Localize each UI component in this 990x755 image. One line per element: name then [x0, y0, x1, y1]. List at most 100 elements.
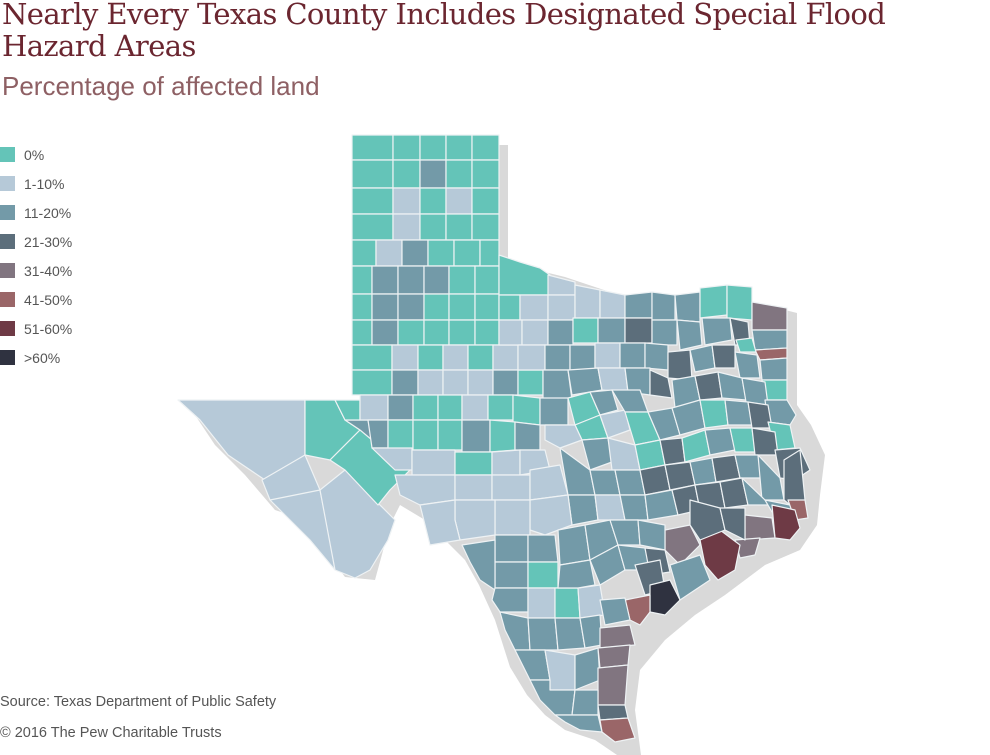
county-shape [387, 419, 414, 451]
county-shape [599, 289, 626, 319]
county-shape [597, 367, 629, 393]
county-shape [594, 342, 621, 369]
county-shape [517, 344, 546, 371]
county-shape [371, 319, 399, 346]
county-shape [479, 239, 500, 267]
county-shape [397, 265, 425, 295]
county-shape [351, 159, 394, 189]
county-shape [512, 394, 541, 426]
county-shape [445, 187, 473, 215]
county-shape [448, 293, 476, 321]
county-shape [351, 265, 373, 295]
county-shape [471, 159, 500, 189]
county-shape [419, 134, 447, 161]
county-shape [741, 377, 769, 406]
county-shape [649, 369, 673, 399]
county-shape [371, 293, 399, 321]
county-shape [489, 419, 516, 453]
legend-label: 41-50% [24, 291, 73, 308]
county-shape [351, 369, 393, 396]
legend-swatch-0-percent [0, 147, 15, 162]
county-shape [494, 534, 529, 563]
county-shape [392, 213, 421, 241]
county-shape [517, 369, 544, 396]
county-shape [699, 284, 728, 319]
county-shape [445, 134, 473, 161]
county-shape [471, 134, 500, 161]
county-shape [467, 369, 494, 396]
legend: 0% 1-10% 11-20% 21-30% 31-40% 41-50% 51-… [0, 140, 120, 372]
county-shape [492, 369, 519, 396]
county-shape [676, 319, 703, 351]
county-shape [419, 159, 447, 189]
legend-label: 0% [24, 146, 45, 163]
county-shape [599, 597, 631, 626]
county-shape [498, 319, 523, 346]
county-shape [544, 424, 583, 449]
county-shape [453, 239, 481, 267]
county-shape [427, 239, 455, 267]
county-shape [567, 494, 599, 526]
county-shape [351, 293, 373, 321]
county-shape [659, 437, 686, 466]
county-shape [759, 357, 788, 381]
county-shape [419, 499, 461, 546]
county-shape [387, 394, 414, 421]
county-shape [401, 239, 429, 267]
county-shape [417, 344, 444, 371]
county-shape [729, 427, 756, 453]
county-shape [371, 265, 399, 295]
county-shape [351, 213, 394, 241]
legend-swatch-1-10-percent [0, 176, 15, 191]
county-shape [474, 293, 500, 321]
county-shape [445, 213, 473, 241]
legend-label: 21-30% [24, 233, 73, 250]
county-shape [391, 344, 419, 371]
county-shape [392, 187, 421, 215]
county-shape [701, 317, 733, 346]
county-shape [423, 293, 450, 321]
county-shape [734, 351, 761, 379]
county-shape [539, 397, 569, 426]
county-shape [514, 421, 541, 451]
county-shape [699, 399, 729, 429]
legend-label: 1-10% [24, 175, 65, 192]
county-shape [397, 293, 425, 321]
legend-label: >60% [24, 349, 61, 366]
county-shape [667, 349, 693, 381]
county-shape [735, 337, 757, 353]
county-shape [644, 342, 669, 371]
county-shape [624, 291, 653, 319]
county-shape [471, 213, 500, 241]
county-shape [619, 342, 646, 369]
legend-swatch-over-60-percent [0, 350, 15, 365]
legend-item-4: 31-40% [0, 256, 120, 285]
legend-item-2: 11-20% [0, 198, 120, 227]
county-shape [571, 689, 599, 716]
county-shape [491, 587, 529, 613]
county-shape [637, 519, 666, 551]
county-shape [494, 561, 529, 589]
legend-label: 51-60% [24, 320, 73, 337]
legend-swatch-51-60-percent [0, 321, 15, 336]
county-shape [554, 714, 603, 733]
county-shape [544, 344, 571, 371]
county-shape [417, 369, 444, 396]
legend-item-7: >60% [0, 343, 120, 372]
county-shape [448, 265, 476, 295]
county-shape [419, 213, 447, 241]
county-shape [694, 371, 723, 401]
county-shape [597, 644, 631, 669]
county-shape [711, 344, 736, 369]
county-shape [351, 344, 393, 371]
county-shape [423, 319, 450, 346]
county-shape [744, 514, 776, 541]
county-shape [572, 317, 599, 344]
legend-item-6: 51-60% [0, 314, 120, 343]
county-shape [689, 499, 726, 541]
county-shape [471, 187, 500, 215]
county-shape [351, 319, 373, 346]
county-shape [597, 317, 626, 344]
county-shape [474, 319, 500, 346]
